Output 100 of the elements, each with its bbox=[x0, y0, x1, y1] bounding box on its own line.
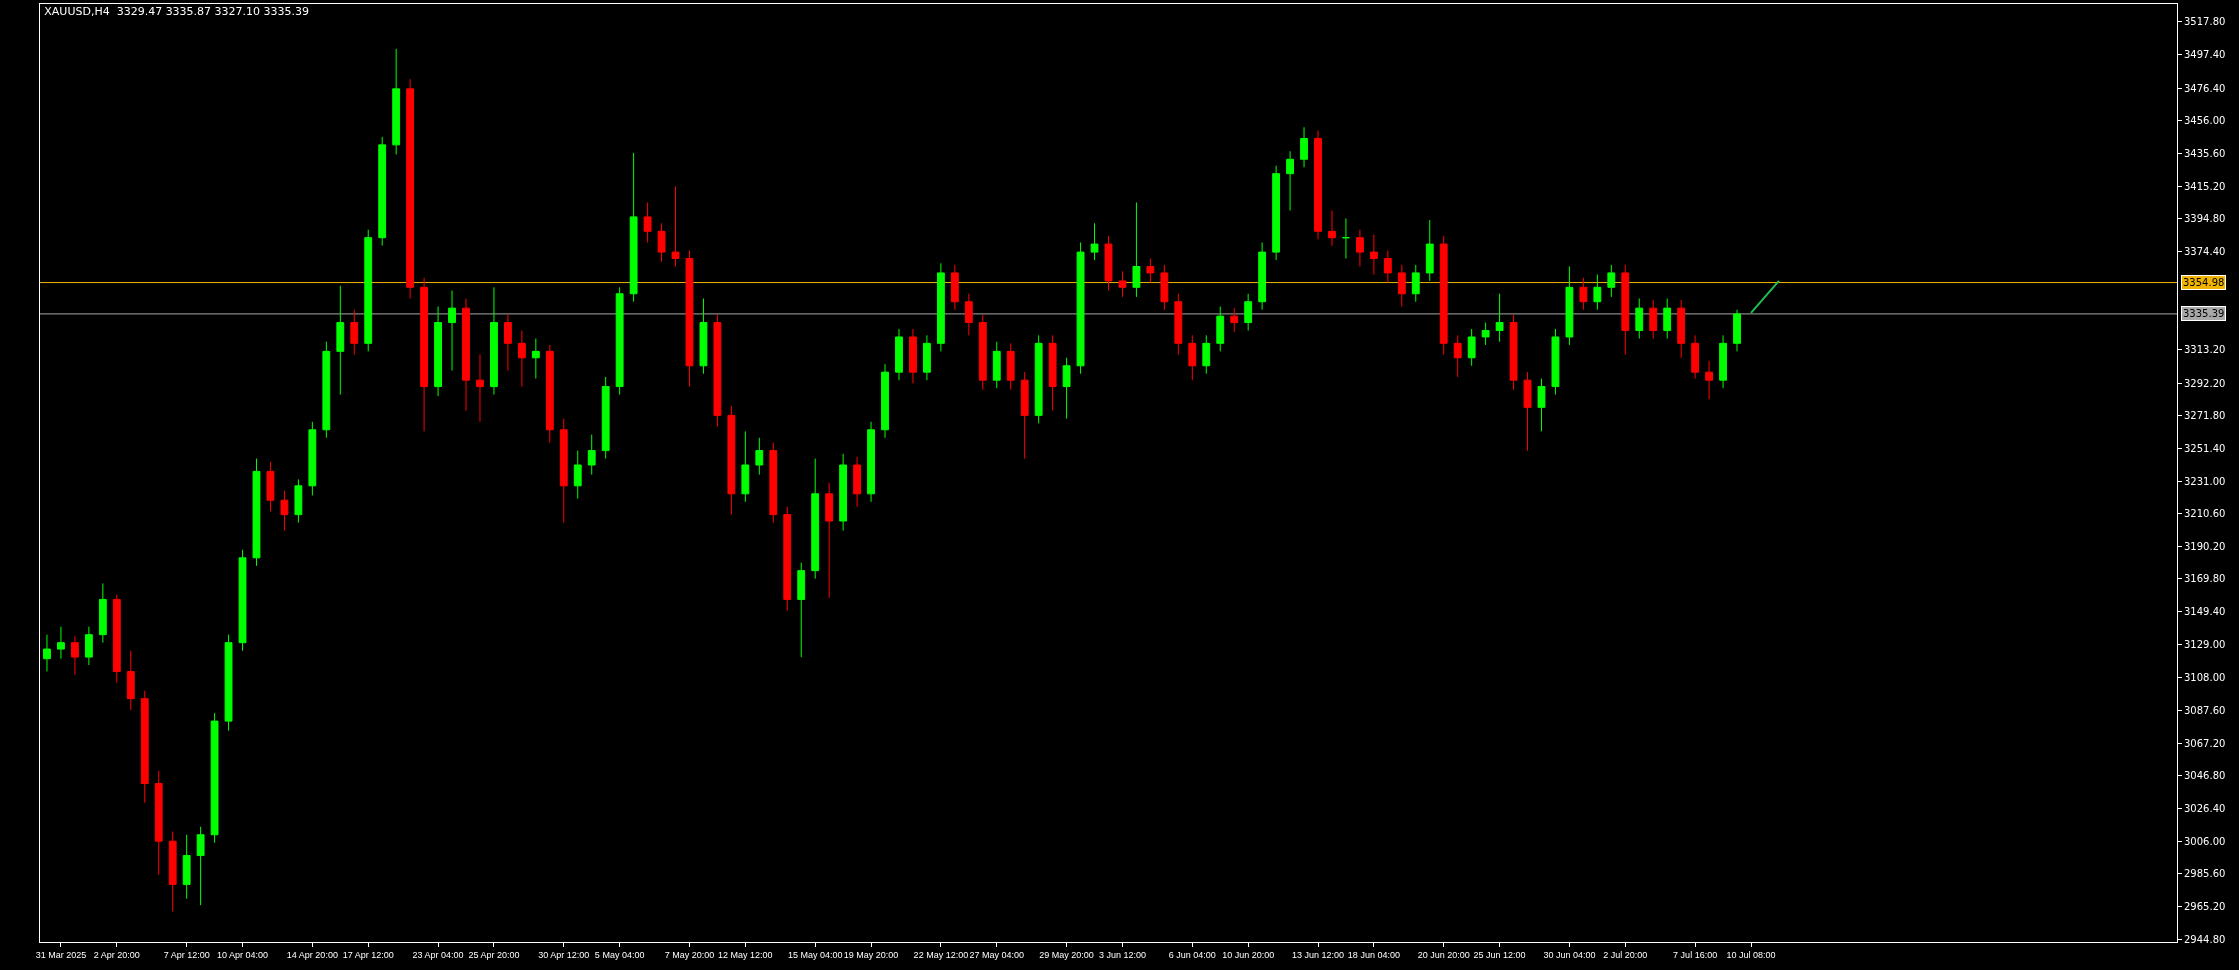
candlestick bbox=[350, 309, 359, 356]
candlestick bbox=[587, 434, 596, 476]
candlestick bbox=[378, 136, 387, 247]
candlestick bbox=[1397, 264, 1406, 308]
candlestick bbox=[1579, 277, 1588, 311]
y-tick-label: 3374.40 bbox=[2184, 245, 2226, 257]
candlestick bbox=[629, 152, 638, 303]
x-tick-label: 30 Apr 12:00 bbox=[538, 949, 590, 960]
candlestick bbox=[769, 442, 778, 524]
candlestick bbox=[1062, 357, 1071, 420]
candlestick bbox=[1132, 201, 1141, 298]
candlestick bbox=[1551, 328, 1560, 396]
x-tick-label: 7 May 20:00 bbox=[664, 949, 715, 960]
candlestick bbox=[783, 506, 792, 612]
x-tick-label: 25 Apr 20:00 bbox=[468, 949, 520, 960]
candlestick bbox=[1020, 371, 1029, 460]
candlestick bbox=[964, 293, 973, 336]
ref-line-label: 3354.98 bbox=[2183, 277, 2225, 288]
candlestick bbox=[154, 770, 163, 876]
candlestick bbox=[895, 328, 903, 381]
candlestick bbox=[43, 634, 51, 672]
candlestick bbox=[462, 298, 470, 412]
candlestick bbox=[1411, 264, 1420, 303]
candlestick bbox=[1383, 250, 1392, 284]
candlestick bbox=[1314, 129, 1322, 240]
y-tick-label: 3190.20 bbox=[2184, 540, 2226, 552]
candlestick bbox=[1076, 242, 1085, 375]
candlestick bbox=[853, 456, 862, 508]
candlestick bbox=[755, 437, 764, 476]
candlestick bbox=[322, 341, 331, 439]
candlestick bbox=[252, 458, 261, 567]
candlestick bbox=[476, 354, 484, 423]
candlestick bbox=[727, 405, 736, 516]
y-tick-label: 3415.20 bbox=[2184, 180, 2226, 192]
candlestick bbox=[671, 185, 680, 268]
candlestick bbox=[1439, 235, 1448, 356]
x-tick-label: 18 Jun 04:00 bbox=[1347, 949, 1400, 960]
candlestick bbox=[420, 277, 429, 432]
candlestick bbox=[950, 264, 959, 311]
candlestick bbox=[294, 478, 303, 524]
y-tick-label: 2985.60 bbox=[2184, 868, 2226, 880]
candlestick bbox=[98, 582, 107, 644]
candlestick bbox=[1621, 264, 1630, 356]
candlestick bbox=[1733, 309, 1741, 352]
candlestick bbox=[545, 344, 554, 444]
candlestick bbox=[1495, 293, 1504, 343]
y-tick-label: 3394.80 bbox=[2184, 213, 2226, 225]
candlestick bbox=[685, 250, 694, 388]
candlestick bbox=[490, 286, 498, 396]
y-tick-label: 3087.60 bbox=[2184, 705, 2226, 717]
candlestick bbox=[1369, 234, 1378, 276]
candlestick bbox=[1425, 219, 1434, 282]
candlestick bbox=[392, 48, 401, 155]
y-tick-label: 3476.40 bbox=[2184, 82, 2226, 94]
candlestick bbox=[406, 78, 415, 300]
candlestick bbox=[1467, 328, 1476, 367]
y-tick-label: 3251.40 bbox=[2184, 442, 2226, 454]
x-tick-label: 3 Jun 12:00 bbox=[1098, 949, 1146, 960]
candlestick bbox=[992, 341, 1001, 389]
candlestick bbox=[797, 562, 806, 658]
x-tick-label: 23 Apr 04:00 bbox=[412, 949, 464, 960]
candlestick bbox=[280, 490, 289, 532]
y-tick-label: 3067.20 bbox=[2184, 737, 2226, 749]
x-tick-label: 30 Jun 04:00 bbox=[1543, 949, 1596, 960]
candlestick bbox=[936, 262, 945, 352]
candlestick bbox=[643, 201, 652, 243]
y-tick-label: 3129.00 bbox=[2184, 638, 2226, 650]
ref-line-label: 3335.39 bbox=[2183, 308, 2225, 319]
candlestick bbox=[168, 831, 177, 913]
x-tick-label: 7 Jul 16:00 bbox=[1673, 949, 1718, 960]
chart-title: XAUUSD,H4 3329.47 3335.87 3327.10 3335.39 bbox=[44, 5, 310, 19]
candlestick bbox=[1565, 266, 1574, 346]
x-tick-label: 5 May 04:00 bbox=[594, 949, 645, 960]
candlestick bbox=[1649, 299, 1658, 340]
candlestick bbox=[182, 834, 191, 900]
candlestick bbox=[573, 450, 582, 500]
y-tick-label: 3313.20 bbox=[2184, 343, 2226, 355]
x-tick-label: 12 May 12:00 bbox=[718, 949, 773, 960]
y-tick-label: 3210.60 bbox=[2184, 508, 2226, 520]
candlestick bbox=[1691, 334, 1700, 380]
y-tick-label: 2944.80 bbox=[2184, 933, 2226, 945]
candlestick bbox=[699, 298, 708, 375]
x-tick-label: 7 Apr 12:00 bbox=[163, 949, 210, 960]
candlestick bbox=[1202, 334, 1211, 375]
candlestick bbox=[881, 363, 889, 439]
y-tick-label: 3006.00 bbox=[2184, 835, 2226, 847]
candlestick bbox=[1719, 334, 1727, 389]
candlestick bbox=[867, 421, 875, 503]
candlestick bbox=[1118, 270, 1127, 298]
candlestick bbox=[1677, 299, 1686, 359]
candlestick bbox=[84, 626, 93, 666]
candlestick bbox=[1355, 229, 1364, 268]
x-tick-label: 20 Jun 20:00 bbox=[1417, 949, 1470, 960]
x-tick-label: 6 Jun 04:00 bbox=[1168, 949, 1216, 960]
candlestick bbox=[1048, 334, 1057, 412]
y-tick-label: 3517.80 bbox=[2184, 16, 2226, 28]
candlestick bbox=[923, 334, 931, 381]
x-tick-label: 14 Apr 20:00 bbox=[286, 949, 338, 960]
candlestick bbox=[1160, 264, 1169, 311]
candlestick bbox=[266, 461, 275, 512]
